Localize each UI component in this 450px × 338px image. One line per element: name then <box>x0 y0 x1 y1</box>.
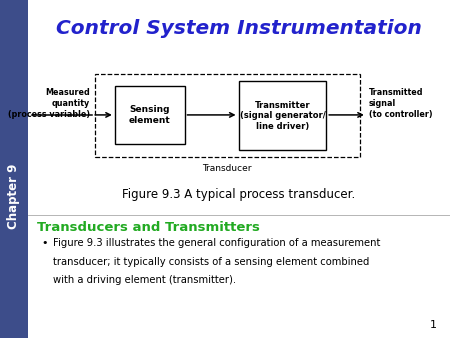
Bar <box>0 0 28 338</box>
Bar <box>238 81 326 150</box>
Text: Chapter 9: Chapter 9 <box>8 163 20 229</box>
Text: Sensing
element: Sensing element <box>129 105 171 125</box>
Text: transducer; it typically consists of a sensing element combined: transducer; it typically consists of a s… <box>53 257 369 267</box>
Text: Transducers and Transmitters: Transducers and Transmitters <box>37 221 260 234</box>
Text: Transmitter
(signal generator/
line driver): Transmitter (signal generator/ line driv… <box>239 101 325 131</box>
Text: Control System Instrumentation: Control System Instrumentation <box>56 19 422 38</box>
Text: Transmitted
signal
(to controller): Transmitted signal (to controller) <box>369 88 432 119</box>
Text: 1: 1 <box>429 319 436 330</box>
Text: Figure 9.3 illustrates the general configuration of a measurement: Figure 9.3 illustrates the general confi… <box>53 238 380 248</box>
Bar <box>94 74 360 157</box>
Text: Measured
quantity
(process variable): Measured quantity (process variable) <box>8 88 90 119</box>
Text: Transducer: Transducer <box>202 164 252 173</box>
Text: •: • <box>41 238 48 248</box>
Text: Figure 9.3 A typical process transducer.: Figure 9.3 A typical process transducer. <box>122 188 356 200</box>
Text: with a driving element (transmitter).: with a driving element (transmitter). <box>53 275 236 285</box>
Bar <box>115 86 184 144</box>
